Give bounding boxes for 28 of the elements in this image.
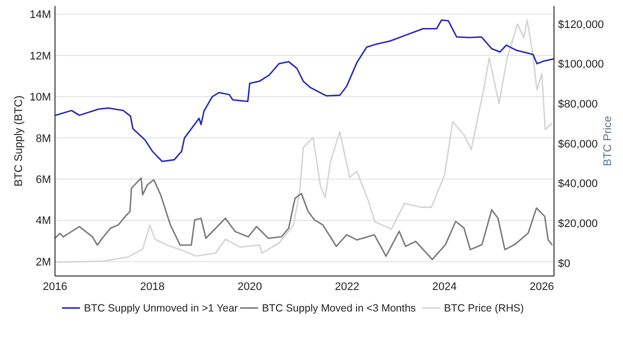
y2-tick-label: $20,000: [558, 218, 598, 230]
legend-label: BTC Supply Unmoved in >1 Year: [84, 302, 238, 315]
line-series: [54, 177, 553, 260]
x-tick-label: 2026: [530, 281, 554, 293]
x-tick-label: 2022: [334, 281, 360, 293]
line-series: [54, 19, 555, 162]
y2-tick-label: $120,000: [558, 18, 604, 31]
x-tick-label: 2024: [432, 281, 457, 293]
y-tick-label: 4M: [36, 215, 51, 228]
y-tick-label: 14M: [30, 9, 51, 22]
legend-label: BTC Supply Moved in <3 Months: [262, 302, 416, 315]
x-tick-label: 2018: [140, 281, 165, 293]
y-tick-label: 10M: [30, 92, 51, 104]
y-axis-title: BTC Supply (BTC): [13, 95, 25, 187]
y2-tick-label: $80,000: [558, 98, 598, 110]
line-series: [54, 19, 552, 263]
y-tick-label: 6M: [36, 174, 51, 186]
y2-tick-label: $0: [558, 258, 570, 270]
y-tick-label: 12M: [30, 50, 51, 62]
y2-tick-label: $40,000: [558, 178, 598, 190]
legend-label: BTC Price (RHS): [444, 302, 524, 315]
x-tick-label: 2020: [237, 281, 262, 293]
y2-axis-title: BTC Price: [602, 116, 614, 166]
y-tick-label: 8M: [36, 132, 51, 145]
y2-tick-label: $60,000: [558, 138, 598, 150]
x-tick-label: 2016: [42, 281, 68, 293]
y-tick-label: 2M: [36, 256, 51, 268]
y2-tick-label: $100,000: [558, 58, 604, 71]
